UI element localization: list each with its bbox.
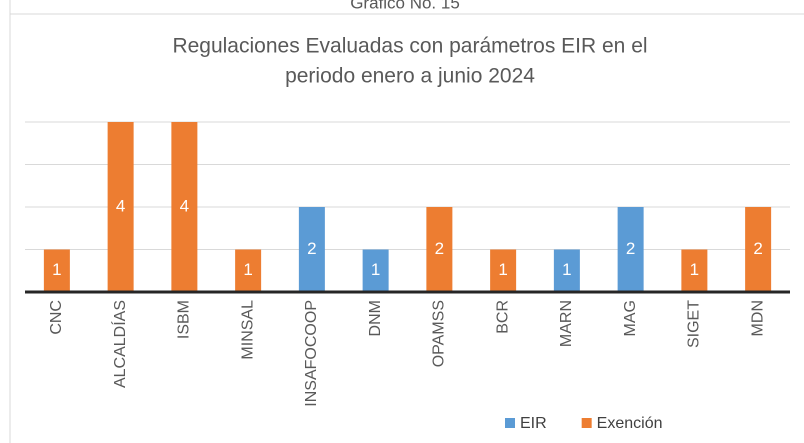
chart-caption: Gráfico No. 15 — [350, 0, 460, 12]
bar — [490, 249, 517, 292]
chart-title: Regulaciones Evaluadas con parámetros EI… — [172, 35, 647, 58]
bar — [107, 122, 134, 292]
data-label: 1 — [371, 260, 380, 279]
data-label: 1 — [52, 260, 61, 279]
bar — [171, 122, 198, 292]
x-tick-label: ISBM — [176, 300, 193, 339]
data-label: 4 — [180, 196, 189, 215]
bar — [426, 207, 453, 292]
bar — [745, 207, 772, 292]
legend-swatch — [581, 418, 592, 428]
x-tick-label: CNC — [48, 300, 65, 335]
data-label: 1 — [498, 260, 507, 279]
data-label: 1 — [562, 260, 571, 279]
legend-label: EIR — [520, 415, 547, 432]
data-label: 2 — [435, 239, 444, 258]
data-label: 4 — [116, 196, 125, 215]
bar — [362, 249, 389, 292]
x-tick-label: ALCALDÍAS — [110, 300, 129, 388]
data-label: 1 — [243, 260, 252, 279]
bar — [553, 249, 580, 292]
x-tick-label: BCR — [494, 300, 511, 334]
x-tick-label: SIGET — [686, 300, 703, 348]
x-tick-label: INSAFOCOOP — [303, 300, 320, 407]
bar — [617, 207, 644, 292]
chart-title: periodo enero a junio 2024 — [285, 65, 535, 88]
data-label: 2 — [753, 239, 762, 258]
bar — [43, 249, 70, 292]
x-tick-label: OPAMSS — [431, 300, 448, 367]
x-tick-label: MDN — [749, 300, 766, 336]
bar — [235, 249, 262, 292]
bar — [681, 249, 708, 292]
legend-label: Exención — [597, 415, 663, 432]
x-tick-label: DNM — [367, 300, 384, 336]
data-label: 2 — [307, 239, 316, 258]
x-tick-label: MAG — [622, 300, 639, 336]
bar — [298, 207, 325, 292]
x-tick-label: MARN — [558, 300, 575, 347]
x-tick-label: MINSAL — [239, 300, 256, 360]
data-label: 2 — [626, 239, 635, 258]
legend-swatch — [505, 418, 515, 428]
data-label: 1 — [690, 260, 699, 279]
